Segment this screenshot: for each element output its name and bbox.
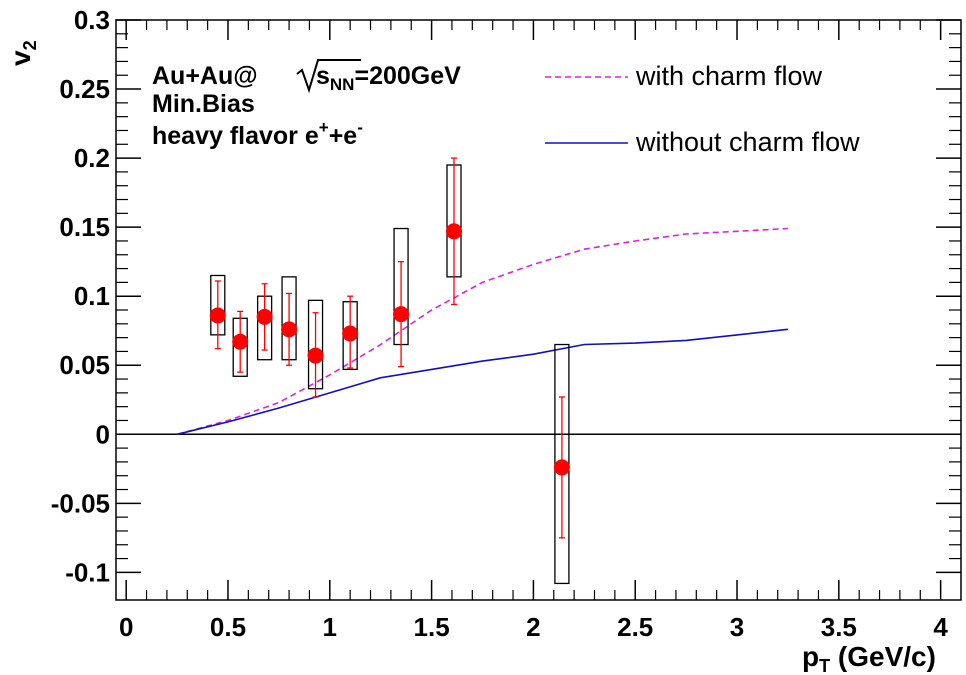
x-tick-label: 2 bbox=[526, 612, 540, 642]
legend-label-without-charm-flow: without charm flow bbox=[635, 127, 860, 157]
x-tick-label: 0 bbox=[119, 612, 133, 642]
curve-without-charm-flow bbox=[176, 328, 788, 436]
y-axis-title-sub: 2 bbox=[20, 40, 40, 50]
data-point bbox=[446, 223, 462, 240]
x-tick-label: 4 bbox=[933, 612, 948, 642]
annotation-particle-main: heavy flavor e bbox=[152, 122, 319, 150]
x-axis-title: pT (GeV/c) bbox=[802, 641, 936, 675]
legend-label-with-charm-flow: with charm flow bbox=[635, 61, 823, 91]
legend: with charm flow without charm flow bbox=[545, 61, 860, 157]
data-point bbox=[256, 308, 273, 325]
data-point bbox=[307, 347, 324, 364]
data-point bbox=[209, 307, 226, 324]
data-point bbox=[393, 306, 410, 323]
annotation-sqrt-sub: NN bbox=[330, 75, 355, 94]
annotation-system-part2: =200GeV bbox=[354, 62, 461, 90]
data-point bbox=[232, 333, 249, 350]
ticks-layer: 0 0.5 1 1.5 2 2.5 3 3.5 4 -0.1 -0.05 0 0.05 0.1 0.15 0.… bbox=[51, 5, 961, 642]
annotation-particle: heavy flavor e++e- bbox=[152, 118, 363, 150]
x-tick-label: 2.5 bbox=[617, 612, 653, 642]
annotation-particle-sup2: - bbox=[357, 118, 363, 137]
y-tick-label: 0.3 bbox=[74, 5, 110, 35]
lines-layer bbox=[176, 227, 788, 436]
data-point bbox=[553, 459, 570, 476]
annotation-sqrt-s: s bbox=[316, 62, 330, 90]
annotation-particle-sup1: + bbox=[319, 118, 329, 137]
x-tick-label: 3 bbox=[730, 612, 744, 642]
annotation-sqrt-argument: sNN=200GeV bbox=[316, 62, 461, 94]
y-tick-label: 0.25 bbox=[59, 74, 110, 104]
y-tick-label: -0.1 bbox=[65, 557, 110, 587]
sqrt-sign bbox=[296, 59, 361, 94]
annotation-system-part1: Au+Au@ bbox=[152, 62, 258, 90]
y-axis-title-main: v bbox=[5, 50, 36, 66]
x-axis-title-rest: (GeV/c) bbox=[830, 641, 936, 672]
data-point bbox=[342, 325, 359, 342]
data-point bbox=[281, 321, 298, 338]
annotation-particle-mid: +e bbox=[329, 122, 358, 150]
x-tick-label: 0.5 bbox=[210, 612, 246, 642]
y-tick-label: 0.15 bbox=[59, 212, 110, 242]
y-tick-label: -0.05 bbox=[51, 488, 110, 518]
points-layer bbox=[209, 157, 570, 585]
x-axis-title-main: p bbox=[802, 641, 819, 672]
x-tick-label: 3.5 bbox=[821, 612, 857, 642]
x-axis-title-sub: T bbox=[819, 656, 830, 675]
annotation-system: Au+Au@ bbox=[152, 62, 258, 90]
y-tick-label: 0 bbox=[96, 419, 110, 449]
y-tick-label: 0.2 bbox=[74, 143, 110, 173]
y-tick-label: 0.1 bbox=[74, 281, 110, 311]
y-tick-label: 0.05 bbox=[59, 350, 110, 380]
annotation-centrality: Min.Bias bbox=[152, 90, 255, 118]
curve-with-charm-flow bbox=[176, 227, 788, 436]
x-tick-label: 1 bbox=[323, 612, 337, 642]
x-tick-label: 1.5 bbox=[414, 612, 450, 642]
y-axis-title: v2 bbox=[5, 40, 40, 66]
